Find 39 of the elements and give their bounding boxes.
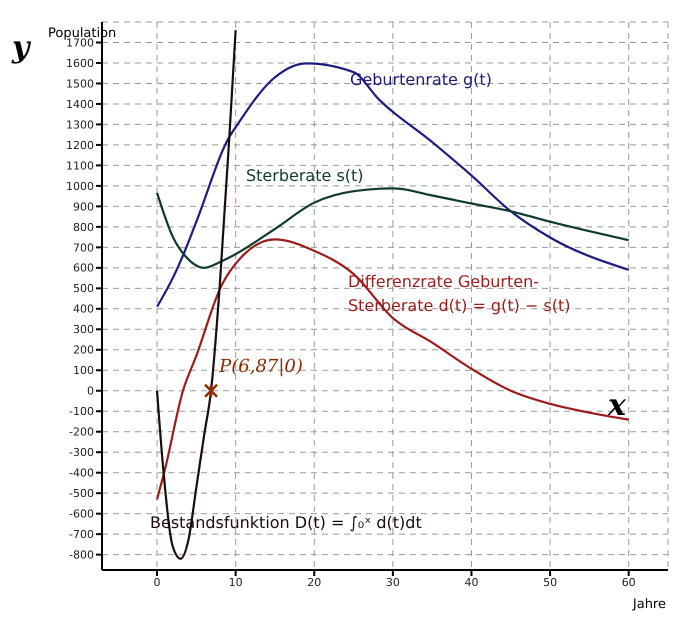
y-tick-label: 100 <box>73 364 94 378</box>
text: y <box>12 30 30 65</box>
y-tick-label: 1500 <box>66 77 94 90</box>
y-tick-label: 300 <box>73 323 94 336</box>
x-tick-label: 30 <box>386 576 400 589</box>
y-tick-label: 1000 <box>66 180 94 193</box>
x-tick-label: 0 <box>154 576 161 589</box>
y-tick-label: -600 <box>69 508 94 521</box>
annotation: x <box>608 388 626 423</box>
y-tick-label: 1400 <box>66 98 94 111</box>
line-series <box>156 187 630 269</box>
y-tick-label: 800 <box>73 220 94 234</box>
x-tick-label: 10 <box>228 576 243 589</box>
y-tick-label: -700 <box>69 528 94 542</box>
y-tick-label: 1100 <box>66 159 94 172</box>
y-tick-label: 0 <box>87 384 94 398</box>
y-tick-label: 1300 <box>66 118 94 132</box>
y-tick-label: -400 <box>69 466 94 480</box>
y-tick-label: 900 <box>73 200 94 214</box>
x-axis-title: Jahre <box>632 597 666 612</box>
x-tick-label: 60 <box>622 576 636 589</box>
y-tick-label: -800 <box>69 548 94 562</box>
y-tick-label: 1200 <box>66 138 94 152</box>
y-tick-label: -100 <box>69 405 94 418</box>
y-tick-label: 200 <box>73 344 94 357</box>
x-tick-label: 40 <box>464 576 478 589</box>
x-tick-label: 50 <box>543 576 558 589</box>
y-tick-label: 600 <box>73 262 94 275</box>
y-tick-label: 500 <box>73 282 94 296</box>
y-tick-label: -200 <box>69 426 94 439</box>
x-tick-label: 20 <box>307 576 322 589</box>
y-tick-label: 700 <box>73 241 94 254</box>
y-tick-label: -500 <box>69 487 94 500</box>
line-series <box>156 238 630 500</box>
y-tick-label: 1600 <box>66 56 94 70</box>
y-tick-label: -300 <box>69 446 94 460</box>
y-tick-label: 400 <box>73 302 94 316</box>
series-label: Sterberate s(t) <box>246 165 365 187</box>
series-label: P(6,87|0) <box>218 356 303 378</box>
